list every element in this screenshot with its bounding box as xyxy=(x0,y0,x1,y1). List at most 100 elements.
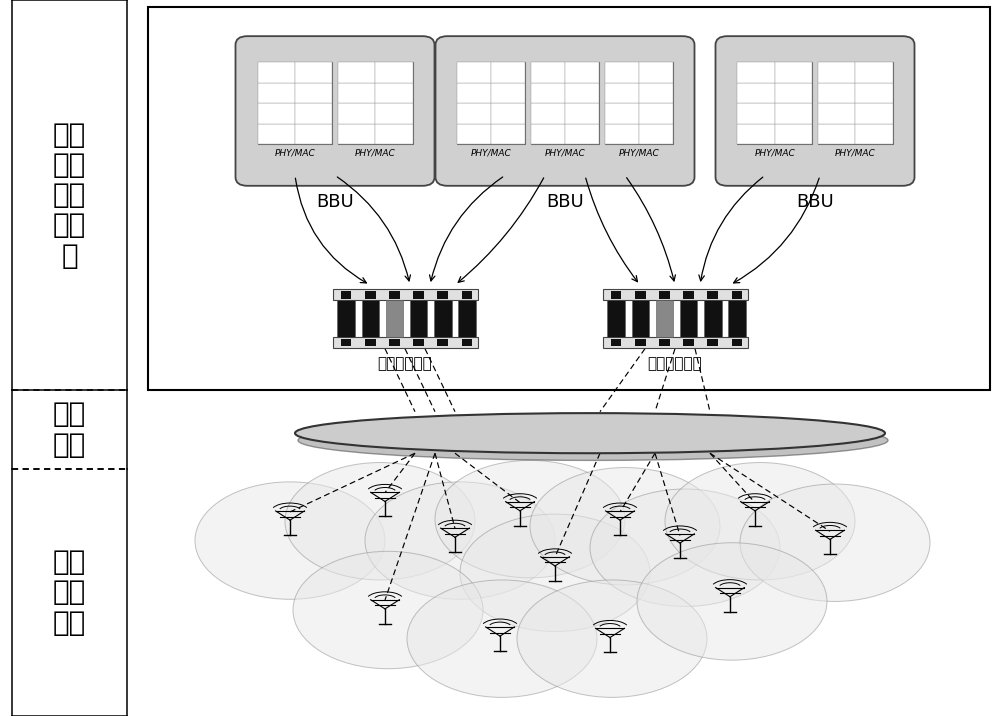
Bar xyxy=(338,124,375,144)
Bar xyxy=(737,124,775,144)
Bar xyxy=(818,82,855,103)
Bar xyxy=(258,82,295,103)
Ellipse shape xyxy=(298,420,888,460)
Ellipse shape xyxy=(517,580,707,697)
Bar xyxy=(602,289,748,301)
Text: PHY/MAC: PHY/MAC xyxy=(754,148,795,158)
Bar xyxy=(295,124,332,144)
Bar xyxy=(680,300,697,337)
Bar xyxy=(602,337,748,348)
Bar xyxy=(337,300,355,337)
Text: PHY/MAC: PHY/MAC xyxy=(274,148,315,158)
Ellipse shape xyxy=(435,460,625,578)
Bar xyxy=(531,62,599,144)
Bar xyxy=(338,82,375,103)
Bar xyxy=(605,124,639,144)
Bar xyxy=(458,300,476,337)
Text: BBU: BBU xyxy=(546,193,584,211)
Bar xyxy=(341,291,351,299)
Bar xyxy=(338,62,413,144)
Bar xyxy=(656,300,673,337)
Bar xyxy=(737,62,775,82)
Bar xyxy=(365,291,376,299)
Bar xyxy=(457,62,525,144)
Text: PHY/MAC: PHY/MAC xyxy=(618,148,659,158)
FancyBboxPatch shape xyxy=(715,36,914,185)
Bar xyxy=(531,62,565,82)
Bar xyxy=(462,339,472,347)
Bar xyxy=(389,339,400,347)
Bar xyxy=(491,82,525,103)
Bar xyxy=(639,62,673,82)
Ellipse shape xyxy=(195,482,385,599)
Bar xyxy=(732,339,742,347)
Ellipse shape xyxy=(285,463,475,580)
Bar xyxy=(148,7,990,390)
Ellipse shape xyxy=(295,413,885,453)
Bar xyxy=(639,82,673,103)
Bar xyxy=(635,291,646,299)
Bar xyxy=(338,103,375,124)
Bar xyxy=(775,82,812,103)
Bar xyxy=(295,103,332,124)
Bar xyxy=(375,124,413,144)
Bar xyxy=(659,291,670,299)
Bar xyxy=(413,291,424,299)
Bar xyxy=(437,291,448,299)
Bar xyxy=(818,103,855,124)
Text: BBU: BBU xyxy=(796,193,834,211)
Bar xyxy=(818,124,855,144)
Bar xyxy=(855,103,893,124)
Bar xyxy=(491,103,525,124)
Bar xyxy=(457,103,491,124)
Bar xyxy=(457,82,491,103)
Bar xyxy=(605,82,639,103)
Bar xyxy=(437,339,448,347)
FancyBboxPatch shape xyxy=(236,36,434,185)
Bar xyxy=(565,124,599,144)
Bar xyxy=(818,62,855,82)
Bar xyxy=(462,291,472,299)
Bar xyxy=(365,339,376,347)
Bar xyxy=(611,291,621,299)
Bar xyxy=(338,62,375,82)
Ellipse shape xyxy=(460,514,650,632)
Bar xyxy=(457,62,491,82)
Bar xyxy=(491,124,525,144)
Bar xyxy=(258,62,332,144)
Bar xyxy=(457,124,491,144)
Bar xyxy=(855,62,893,82)
Ellipse shape xyxy=(365,482,555,599)
Bar xyxy=(258,124,295,144)
Bar xyxy=(565,103,599,124)
Bar xyxy=(704,300,722,337)
Bar xyxy=(707,291,718,299)
Ellipse shape xyxy=(293,551,483,669)
Bar xyxy=(413,339,424,347)
Text: PHY/MAC: PHY/MAC xyxy=(471,148,512,158)
Bar xyxy=(607,300,625,337)
Text: 光传
输网: 光传 输网 xyxy=(53,400,86,459)
Bar xyxy=(434,300,452,337)
Bar xyxy=(332,289,478,301)
Bar xyxy=(386,300,403,337)
Bar xyxy=(639,103,673,124)
Bar xyxy=(737,103,775,124)
Bar xyxy=(605,62,639,82)
Bar xyxy=(855,124,893,144)
Bar xyxy=(632,300,649,337)
Ellipse shape xyxy=(665,463,855,580)
Bar xyxy=(491,62,525,82)
Bar xyxy=(737,82,775,103)
Bar xyxy=(728,300,746,337)
Bar xyxy=(375,82,413,103)
Bar xyxy=(818,62,893,144)
Bar xyxy=(775,103,812,124)
FancyBboxPatch shape xyxy=(435,36,694,185)
Bar xyxy=(775,62,812,82)
Text: 全局中心代理: 全局中心代理 xyxy=(378,357,432,372)
Bar xyxy=(258,103,295,124)
Text: 实时
云架
构的
基带
池: 实时 云架 构的 基带 池 xyxy=(53,121,86,269)
Ellipse shape xyxy=(530,468,720,585)
Text: 全局中心代理: 全局中心代理 xyxy=(648,357,702,372)
